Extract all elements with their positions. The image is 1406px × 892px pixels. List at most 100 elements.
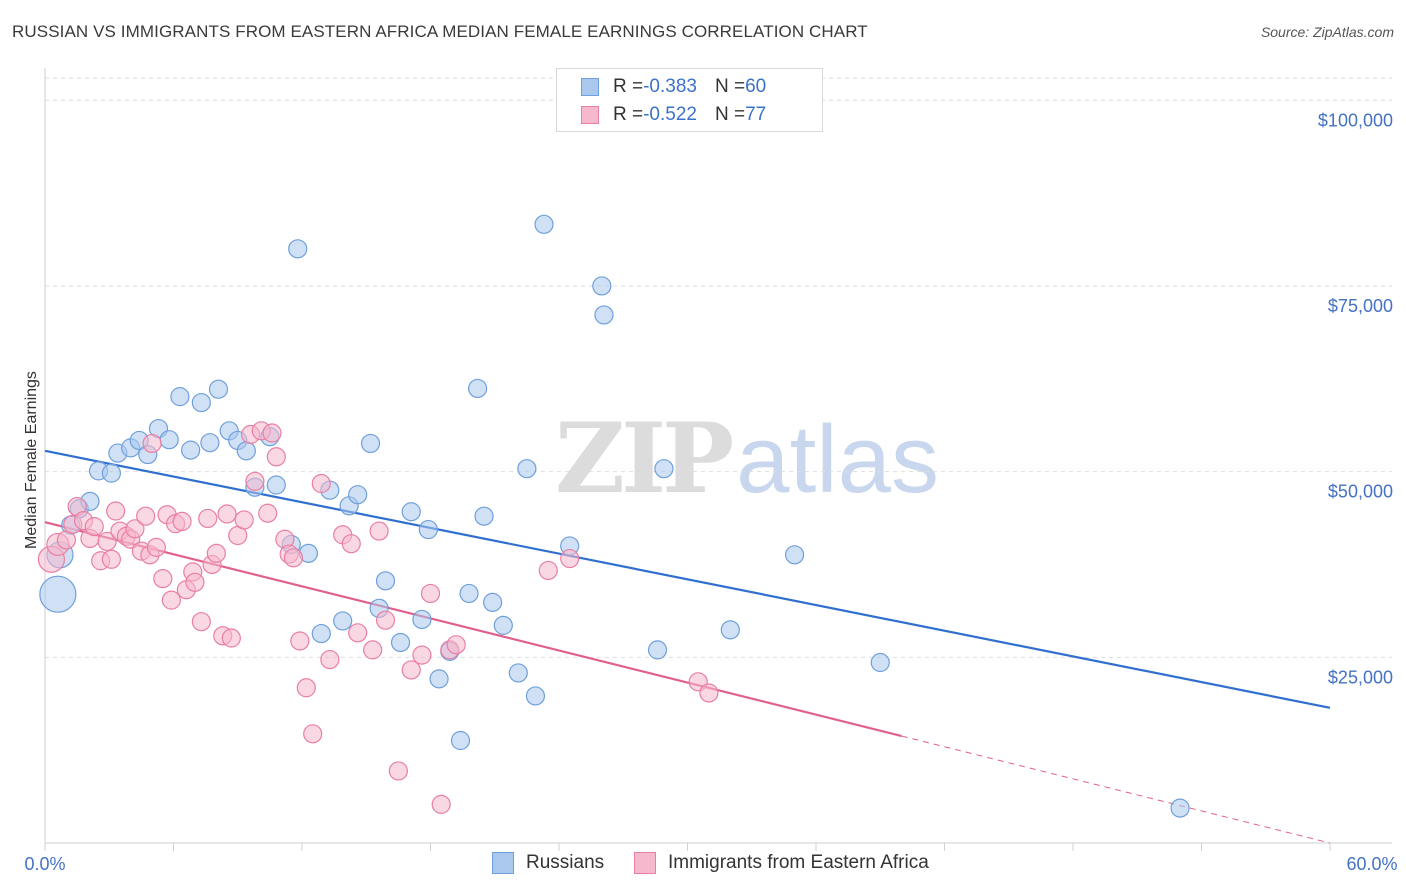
point-russians (208, 379, 229, 399)
legend-r-label: R = (613, 76, 644, 97)
point-immigrants (191, 612, 211, 632)
legend-label-russians: Russians (526, 852, 605, 873)
point-immigrants (420, 583, 441, 604)
point-immigrants (136, 506, 156, 526)
point-russians (720, 620, 740, 640)
point-russians (592, 276, 612, 296)
point-russians (1170, 798, 1190, 818)
point-immigrants (320, 649, 340, 670)
legend-item-russians[interactable]: Russians (492, 852, 604, 874)
point-immigrants (311, 473, 331, 494)
watermark-atlas: atlas (736, 406, 939, 513)
legend-n-label: N = (714, 104, 746, 125)
point-immigrants (217, 504, 237, 524)
legend-row-russians: R = -0.383 N = 60 (581, 76, 766, 98)
point-immigrants (245, 471, 265, 491)
point-immigrants (296, 678, 316, 698)
point-russians (288, 239, 308, 259)
point-immigrants (234, 510, 254, 530)
point-immigrants (431, 794, 451, 814)
point-immigrants (266, 447, 286, 467)
point-immigrants (446, 635, 466, 655)
point-russians (311, 623, 331, 644)
legend-n-value: 77 (745, 104, 767, 125)
point-russians (493, 615, 513, 635)
point-immigrants (375, 610, 396, 630)
legend-swatch-russians (492, 852, 514, 874)
point-immigrants (290, 631, 310, 651)
legend-r-value: -0.383 (643, 76, 697, 97)
point-russians (517, 459, 537, 479)
point-russians (170, 387, 190, 407)
point-immigrants (388, 761, 408, 781)
series-legend: Russians Immigrants from Eastern Africa (0, 852, 1406, 878)
point-russians (266, 475, 286, 495)
watermark: ZIPatlas (555, 402, 939, 515)
legend-r-value: -0.522 (643, 104, 697, 125)
y-tick-label: $25,000 (1328, 667, 1393, 687)
trend-line (44, 449, 1331, 709)
point-immigrants (161, 590, 181, 610)
chart-title: RUSSIAN VS IMMIGRANTS FROM EASTERN AFRIC… (12, 22, 868, 41)
source-label: Source: ZipAtlas.com (1260, 24, 1394, 40)
legend-swatch-pink (581, 106, 599, 124)
point-immigrants (101, 549, 121, 569)
point-russians (333, 611, 353, 631)
point-russians (159, 430, 179, 450)
legend-label-immigrants: Immigrants from Eastern Africa (668, 852, 929, 873)
point-russians (450, 730, 471, 751)
point-immigrants (206, 543, 226, 563)
data-points (37, 214, 1190, 818)
point-immigrants (262, 423, 282, 443)
point-russians (348, 485, 368, 505)
point-russians (236, 441, 256, 461)
point-russians (474, 506, 494, 526)
point-immigrants (560, 548, 580, 569)
trend-line-dashed (901, 735, 1331, 844)
point-immigrants (97, 531, 117, 552)
point-immigrants (363, 640, 383, 660)
point-immigrants (153, 568, 173, 589)
point-russians (191, 392, 211, 413)
y-tick-label: $50,000 (1328, 482, 1393, 502)
legend-swatch-immigrants (634, 852, 656, 874)
point-russians (508, 663, 528, 683)
point-russians (870, 652, 890, 673)
point-immigrants (283, 548, 304, 568)
point-russians (534, 214, 554, 234)
grid (45, 77, 1392, 658)
point-russians (647, 640, 668, 660)
point-immigrants (146, 537, 166, 557)
legend-r-label: R = (613, 104, 644, 125)
point-russians (412, 609, 432, 630)
point-immigrants (106, 501, 126, 521)
point-immigrants (198, 508, 218, 529)
point-russians (360, 433, 381, 454)
point-immigrants (699, 683, 719, 703)
point-immigrants (538, 560, 558, 581)
legend-n-value: 60 (745, 76, 767, 97)
axis-labels: $25,000 $50,000 $75,000 $100,000 0.0% 60.0% Me… (23, 110, 1398, 874)
x-tick-label-min: 0.0% (24, 854, 65, 874)
legend-swatch-blue (581, 78, 599, 96)
point-russians (39, 575, 77, 613)
point-russians (181, 440, 201, 460)
axes (44, 68, 1392, 851)
legend-item-immigrants[interactable]: Immigrants from Eastern Africa (634, 852, 929, 874)
watermark-zip: ZIP (555, 402, 734, 515)
point-russians (654, 459, 674, 479)
point-russians (418, 519, 438, 540)
point-russians (468, 378, 488, 399)
point-immigrants (142, 433, 162, 454)
point-immigrants (348, 623, 368, 643)
point-russians (594, 305, 614, 325)
trend-lines (44, 449, 1331, 844)
point-russians (784, 545, 805, 565)
point-immigrants (369, 521, 389, 541)
point-russians (459, 583, 479, 604)
point-immigrants (341, 534, 361, 554)
y-tick-label: $75,000 (1328, 296, 1393, 316)
point-immigrants (401, 660, 421, 680)
legend-row-immigrants: R = -0.522 N = 77 (581, 104, 766, 126)
